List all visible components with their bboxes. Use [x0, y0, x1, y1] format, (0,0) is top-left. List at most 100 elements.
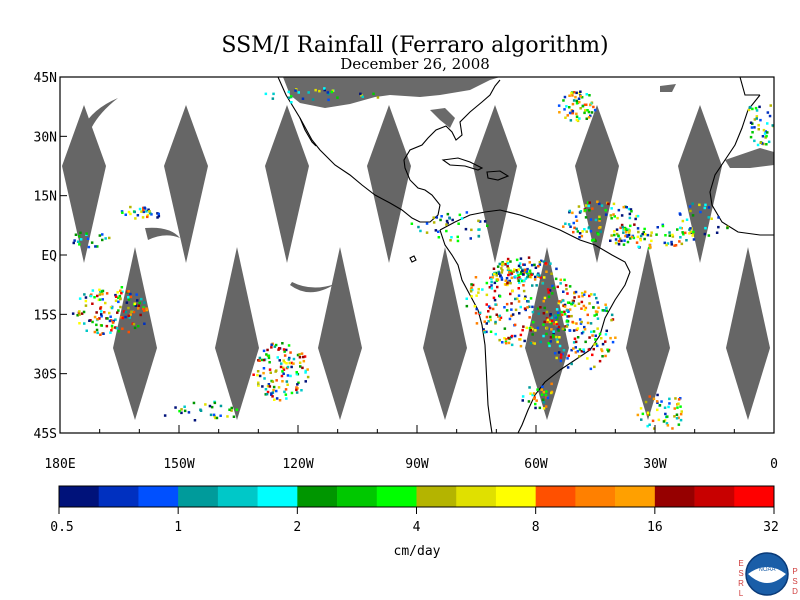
rain-pixel — [301, 97, 305, 100]
rain-pixel — [528, 275, 532, 279]
rain-pixel — [528, 316, 531, 319]
rain-pixel — [78, 243, 81, 246]
rain-pixel — [96, 245, 99, 248]
rain-pixel — [585, 230, 588, 233]
rain-pixel — [586, 321, 590, 325]
rain-pixel — [622, 228, 625, 231]
rain-pixel — [538, 406, 542, 410]
coast-north-america — [277, 77, 501, 223]
rain-pixel — [643, 227, 646, 231]
rain-pixel — [522, 289, 526, 293]
rain-pixel — [562, 99, 565, 102]
rain-pixel — [566, 357, 569, 360]
rain-pixel — [282, 359, 285, 362]
rain-pixel — [180, 408, 183, 411]
rain-pixel — [289, 351, 292, 354]
colorbar-segment — [575, 486, 616, 507]
rain-pixel — [228, 408, 231, 411]
rain-pixel — [100, 324, 103, 327]
rain-pixel — [547, 342, 550, 345]
rain-pixel — [578, 92, 581, 95]
rain-pixel — [141, 216, 145, 219]
rain-pixel — [584, 204, 588, 207]
rain-pixel — [137, 324, 140, 328]
rain-pixel — [208, 404, 212, 408]
rain-pixel — [522, 325, 525, 328]
rain-pixel — [136, 214, 140, 217]
rain-pixel — [545, 332, 548, 336]
swath-gap — [367, 105, 411, 263]
rain-pixel — [96, 318, 99, 321]
rain-pixel — [595, 313, 598, 316]
rain-pixel — [256, 373, 259, 377]
rain-pixel — [485, 330, 488, 334]
rain-pixel — [597, 233, 600, 236]
rain-pixel — [536, 326, 540, 330]
rain-pixel — [555, 338, 559, 341]
rain-pixel — [568, 209, 571, 213]
rain-pixel — [275, 369, 278, 372]
rain-pixel — [586, 201, 590, 204]
rain-pixel — [500, 267, 503, 270]
rain-pixel — [187, 411, 191, 414]
rain-pixel — [717, 225, 720, 229]
rain-pixel — [285, 348, 288, 352]
rain-pixel — [100, 315, 103, 318]
rain-pixel — [292, 357, 296, 361]
rain-pixel — [668, 397, 671, 401]
rain-pixel — [498, 262, 501, 266]
rain-pixel — [611, 340, 615, 344]
rain-pixel — [563, 303, 567, 307]
rain-pixel — [124, 310, 128, 314]
rain-pixel — [286, 383, 289, 386]
rain-pixel — [571, 211, 574, 215]
rain-pixel — [689, 209, 692, 213]
rain-pixel — [676, 406, 679, 409]
rain-pixel — [549, 340, 552, 343]
rain-pixel — [294, 89, 297, 92]
rain-pixel — [130, 310, 133, 313]
rain-pixel — [583, 103, 587, 106]
rain-pixel — [119, 305, 122, 309]
rain-pixel — [747, 108, 751, 112]
colorbar-tick-label: 1 — [174, 520, 182, 535]
map-plot-area — [62, 77, 774, 433]
rain-pixel — [568, 285, 572, 288]
rain-pixel — [287, 344, 291, 347]
rain-pixel — [554, 277, 558, 281]
rain-pixel — [763, 132, 767, 135]
colorbar-unit-label: cm/day — [394, 544, 441, 559]
rain-pixel — [127, 314, 130, 318]
rain-pixel — [568, 308, 572, 311]
rain-pixel — [519, 272, 522, 276]
rain-pixel — [543, 296, 547, 300]
rain-pixel — [91, 289, 95, 292]
rain-pixel — [587, 348, 591, 351]
rain-pixel — [277, 348, 280, 351]
rain-pixel — [285, 397, 288, 400]
rain-pixel — [516, 271, 519, 274]
rain-pixel — [298, 356, 302, 359]
rain-pixel — [268, 361, 271, 364]
coast-south-america — [439, 209, 631, 433]
rain-pixel — [559, 282, 562, 285]
rain-pixel — [271, 395, 274, 398]
rain-pixel — [523, 339, 526, 343]
rain-pixel — [145, 307, 148, 310]
rain-pixel — [470, 286, 473, 289]
rain-pixel — [487, 310, 490, 313]
rain-pixel — [548, 320, 552, 324]
rain-pixel — [583, 290, 587, 294]
rain-pixel — [588, 94, 591, 97]
rain-pixel — [457, 222, 460, 225]
rain-pixel — [579, 107, 582, 110]
rain-pixel — [260, 358, 264, 362]
rain-pixel — [506, 257, 510, 261]
rain-pixel — [753, 139, 756, 143]
rain-pixel — [764, 130, 767, 133]
rain-pixel — [524, 295, 527, 298]
rain-pixel — [562, 290, 565, 293]
north-america-land — [283, 77, 500, 108]
rain-pixel — [121, 316, 124, 320]
rain-pixel — [648, 395, 651, 398]
